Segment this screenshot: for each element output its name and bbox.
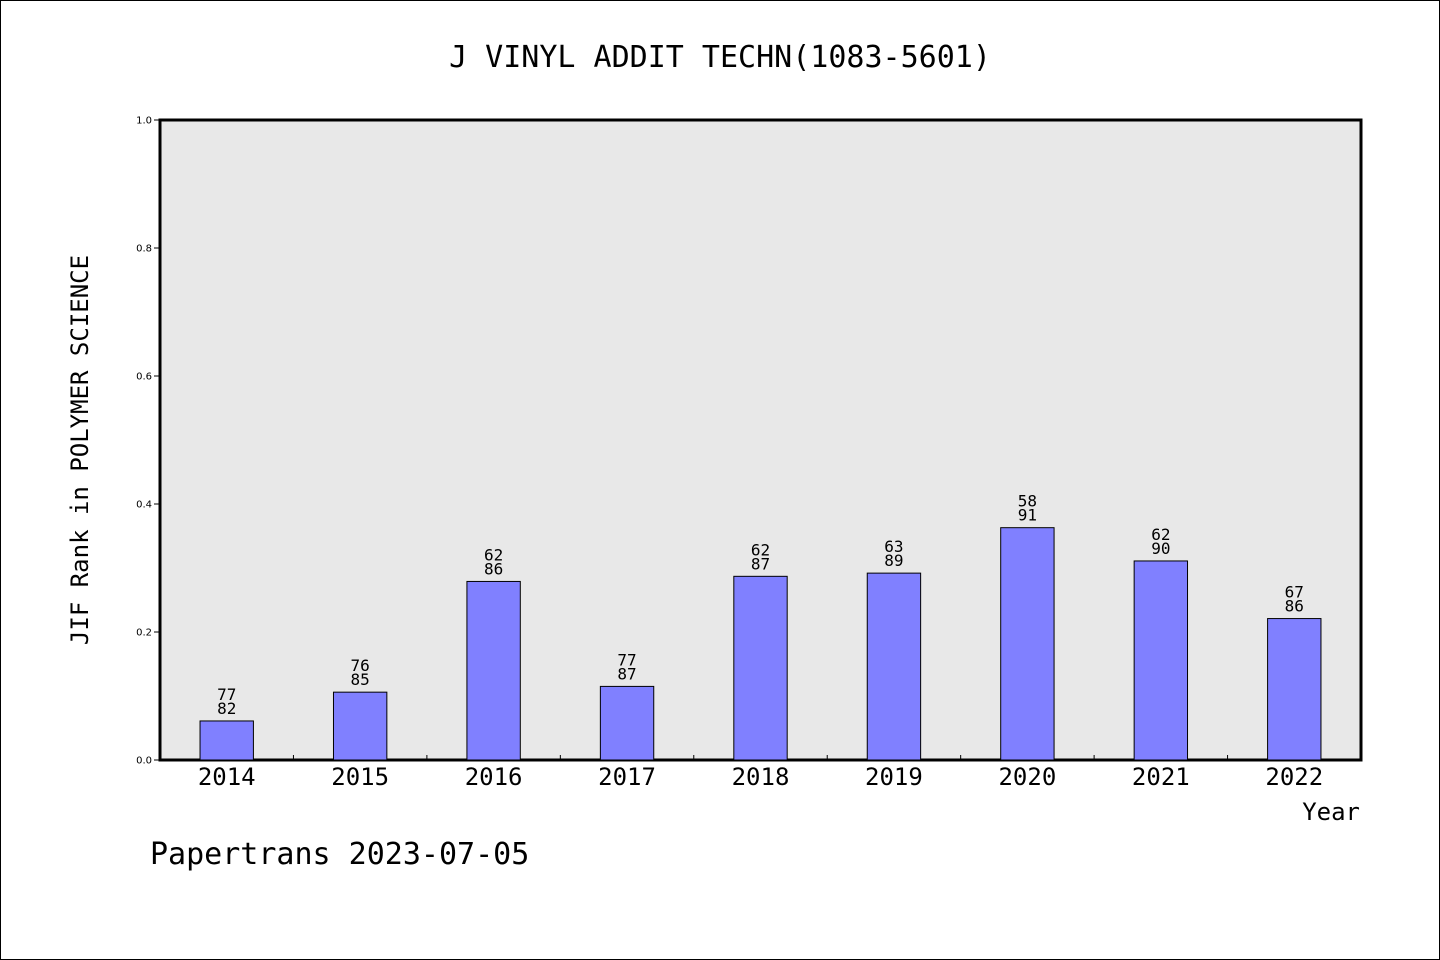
bar-label-total: 91	[1018, 506, 1037, 525]
bar-label-total: 87	[617, 664, 636, 683]
x-axis-label: Year	[1302, 798, 1360, 826]
bar-label-rank: 77	[617, 650, 636, 669]
bar-label-total: 85	[351, 670, 370, 689]
bar-2016	[466, 580, 521, 761]
bar-2022	[1267, 618, 1322, 761]
y-axis-label: JIF Rank in POLYMER SCIENCE	[66, 255, 94, 645]
x-tick-label: 2021	[1132, 763, 1190, 791]
x-tick-label: 2017	[598, 763, 656, 791]
x-tick-label: 2014	[198, 763, 256, 791]
bar-label-rank: 62	[1151, 525, 1170, 544]
y-tick-label: 0.2	[136, 628, 152, 639]
bar-label-rank: 63	[884, 537, 903, 556]
y-axis: 0.0 0.2 0.4 0.6 0.8 1.0	[136, 116, 160, 767]
x-axis: 2014 2015 2016 2017 2018 2019 2020 2021 2022	[198, 755, 1323, 791]
bar-2017	[599, 685, 655, 761]
bar-2021	[1133, 560, 1189, 761]
x-tick-label: 2019	[865, 763, 923, 791]
x-tick-label: 2015	[331, 763, 389, 791]
y-tick-label: 1.0	[136, 116, 152, 127]
bar-2018	[733, 575, 788, 761]
bar-label-total: 82	[217, 699, 236, 718]
y-tick-label: 0.4	[136, 500, 152, 511]
bar-label-rank: 67	[1285, 583, 1304, 602]
x-tick-label: 2018	[732, 763, 790, 791]
bar-2019	[866, 572, 922, 761]
bar-label-rank: 76	[351, 656, 370, 675]
bar-2020	[1000, 527, 1055, 761]
bar-label-total: 86	[1285, 597, 1304, 616]
footer-credit: Papertrans 2023-07-05	[150, 837, 529, 872]
x-tick-label: 2020	[998, 763, 1056, 791]
bar-label-total: 89	[884, 551, 903, 570]
bar-series	[199, 527, 1322, 761]
y-tick-label: 0.6	[136, 372, 152, 383]
bar-2014	[199, 720, 254, 761]
bar-label-total: 87	[751, 554, 770, 573]
bar-label-total: 86	[484, 559, 503, 578]
x-tick-label: 2022	[1265, 763, 1323, 791]
x-tick-label: 2016	[465, 763, 523, 791]
bar-label-rank: 58	[1018, 492, 1037, 511]
bar-label-rank: 62	[751, 540, 770, 559]
y-tick-label: 0.0	[136, 756, 152, 767]
y-tick-label: 0.8	[136, 244, 152, 255]
chart-title: J VINYL ADDIT TECHN(1083-5601)	[449, 40, 991, 75]
bar-label-rank: 62	[484, 545, 503, 564]
bar-2015	[332, 691, 388, 761]
bar-label-rank: 77	[217, 685, 236, 704]
bar-label-total: 90	[1151, 539, 1170, 558]
